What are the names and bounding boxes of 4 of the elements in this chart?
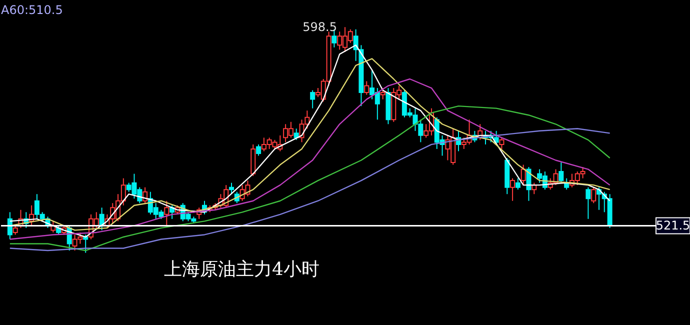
text: A60:510.5 (1, 3, 63, 17)
text: 521.5 (656, 218, 690, 233)
annotation: 598.5 (302, 20, 337, 34)
text: 上海原油主力4小时 (164, 259, 320, 280)
